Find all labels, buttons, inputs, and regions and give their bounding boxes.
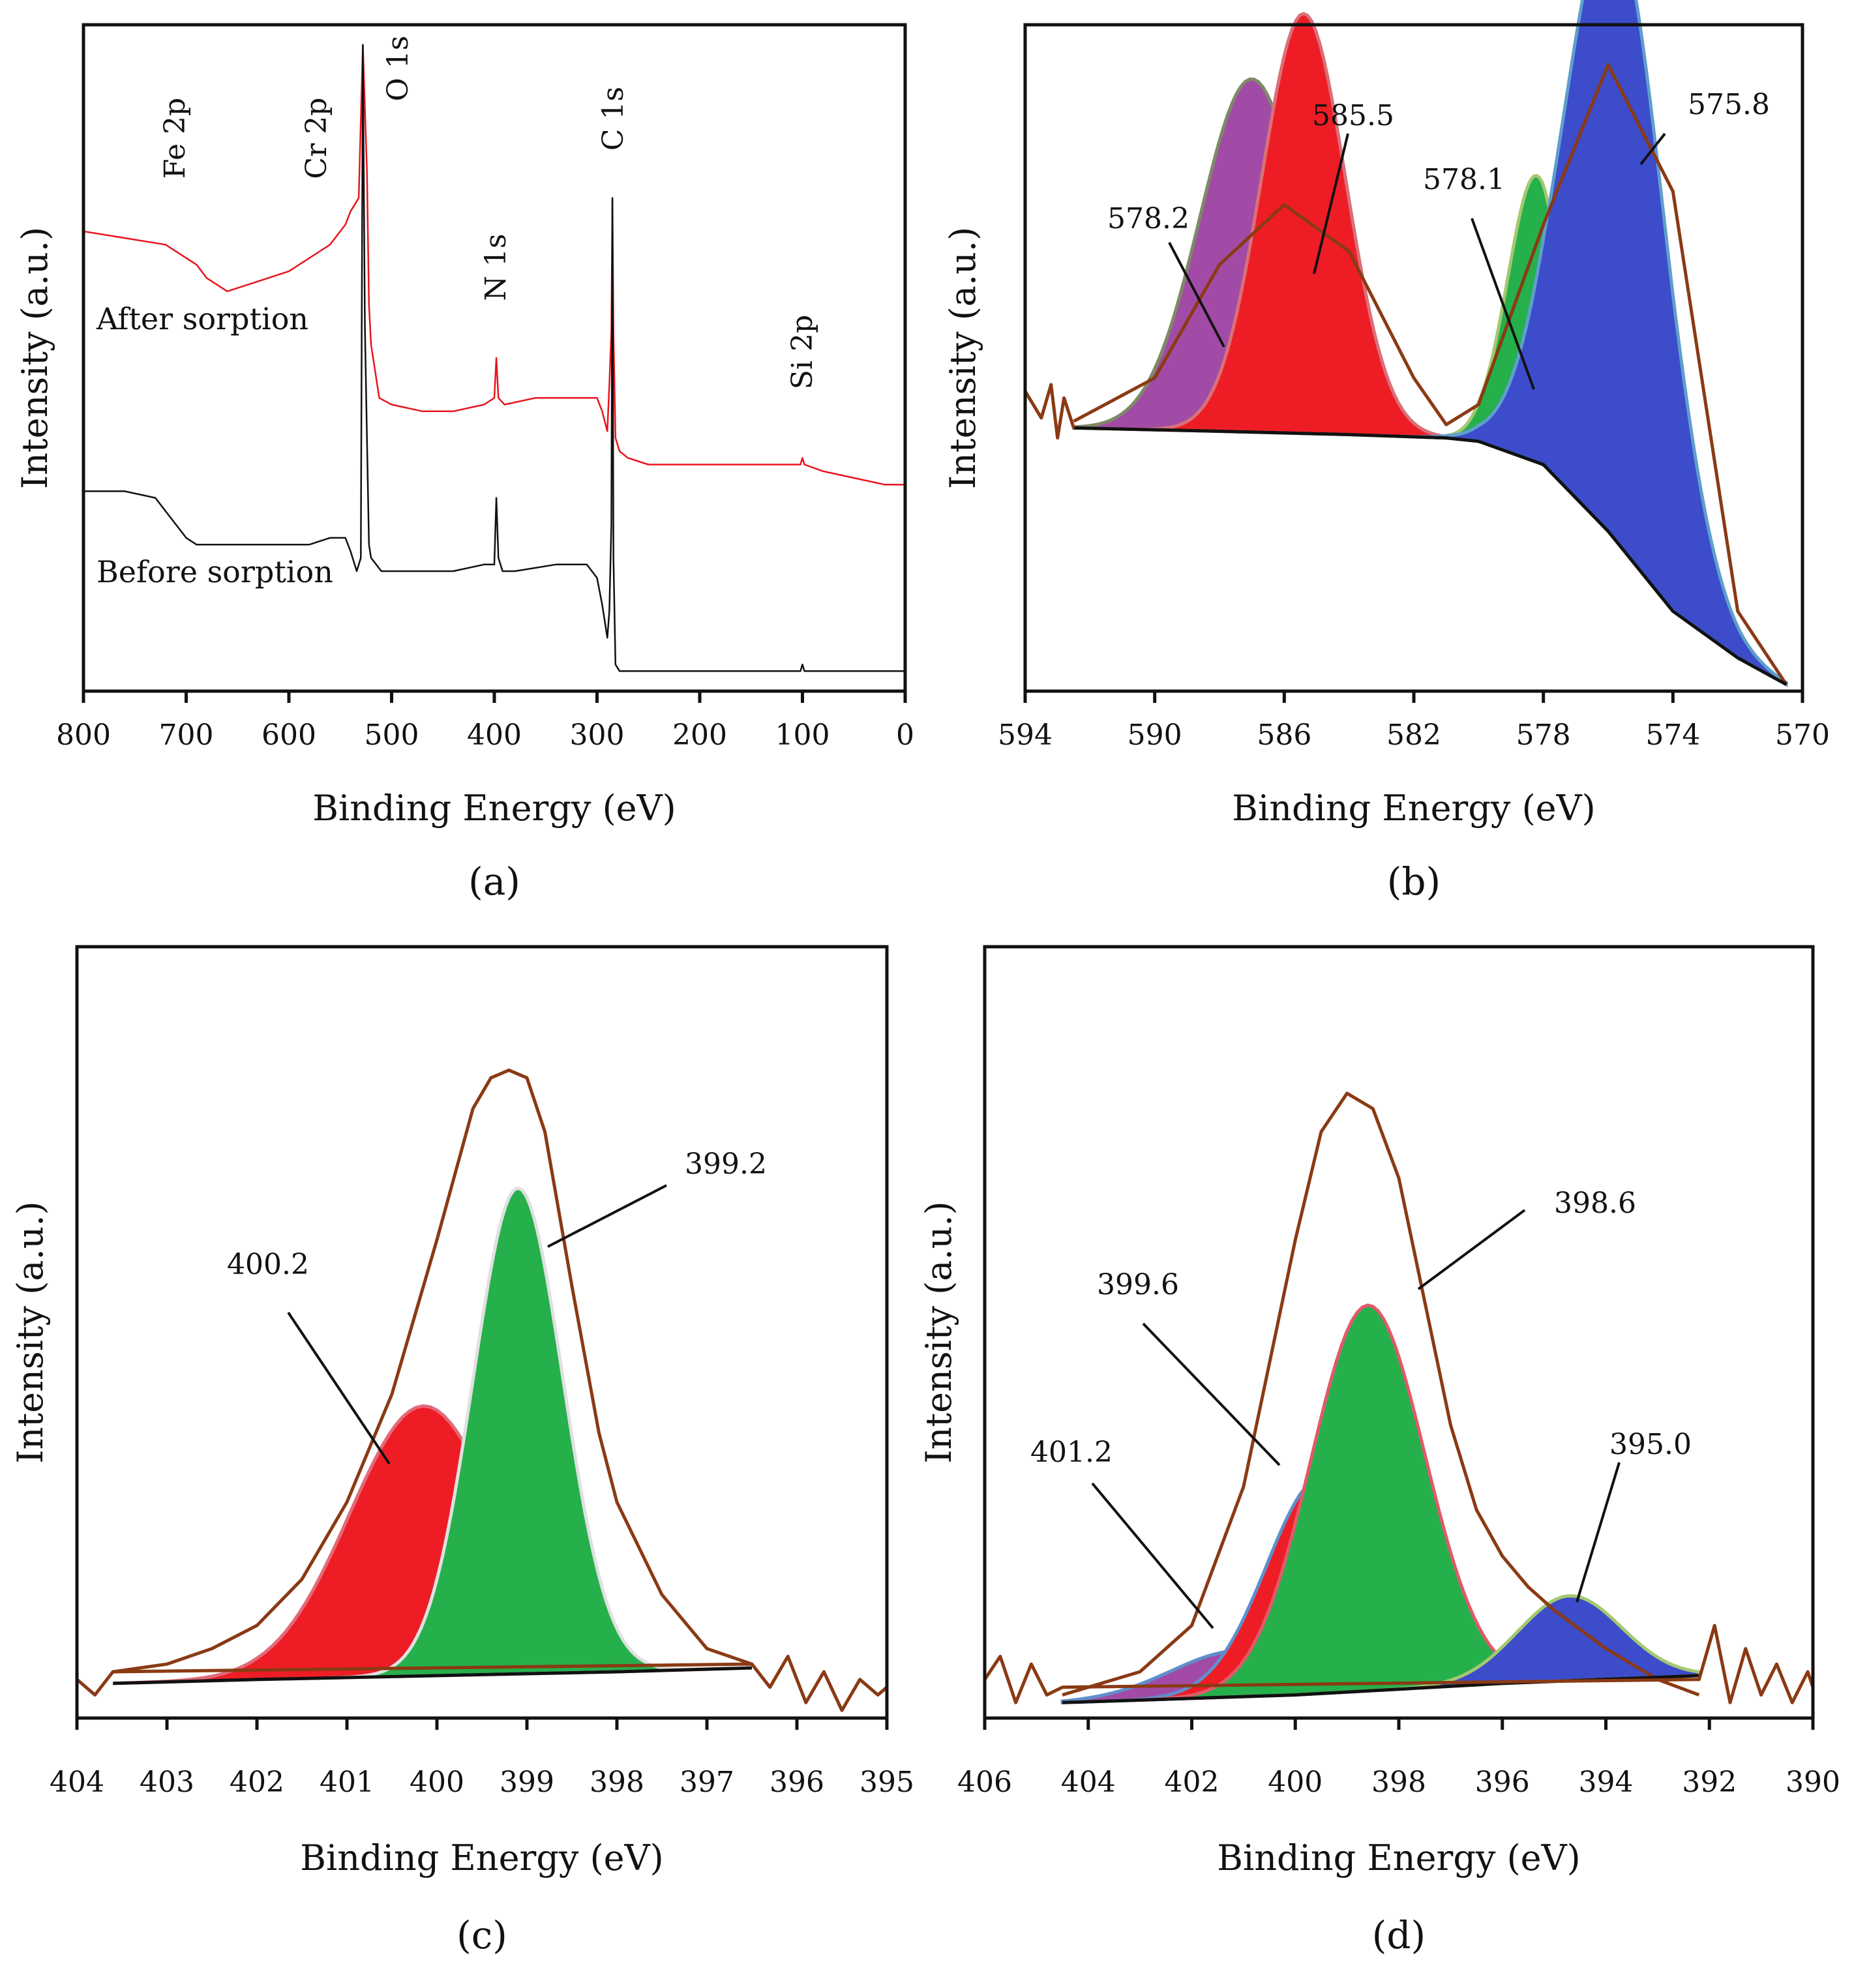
panel-tag: (a) — [468, 859, 520, 904]
x-tick-label: 402 — [230, 1766, 284, 1799]
x-tick-label: 404 — [1061, 1766, 1116, 1799]
element-peak-label: O 1s — [381, 36, 415, 102]
peak-energy-label: 585.5 — [1312, 99, 1394, 132]
x-tick-label: 392 — [1682, 1766, 1737, 1799]
x-tick-label: 400 — [1268, 1766, 1323, 1799]
series-envelope — [1062, 1091, 1700, 1697]
x-tick-label: 398 — [1371, 1766, 1426, 1799]
plot-frame — [75, 945, 889, 1720]
x-axis-label: Binding Energy (eV) — [312, 788, 676, 829]
annotation-leader-line — [1417, 1209, 1526, 1290]
annotation-leader-line — [547, 1184, 667, 1248]
annotation-leader-line — [1142, 1322, 1281, 1466]
x-tick-label: 700 — [159, 719, 214, 752]
annotation-leader-line — [1168, 242, 1225, 348]
x-tick-label: 390 — [1786, 1766, 1840, 1799]
y-axis-label: Intensity (a.u.) — [14, 227, 55, 489]
peak-energy-label: 399.2 — [685, 1148, 767, 1181]
y-axis-label: Intensity (a.u.) — [10, 1201, 51, 1463]
x-tick-label: 403 — [140, 1766, 194, 1799]
series-raw-noise — [1023, 383, 1075, 440]
series-before-sorption — [83, 44, 905, 672]
x-tick-label: 394 — [1579, 1766, 1634, 1799]
annotation-leader-line — [287, 1311, 391, 1465]
annotation-leader-line — [1091, 1482, 1214, 1629]
x-tick-label: 406 — [957, 1766, 1012, 1799]
x-tick-label: 574 — [1645, 719, 1700, 752]
annotation-leader-line — [1576, 1462, 1621, 1603]
x-tick-label: 582 — [1386, 719, 1441, 752]
series-background — [113, 1666, 753, 1685]
x-tick-label: 401 — [320, 1766, 374, 1799]
series-envelope — [1073, 63, 1788, 686]
x-tick-label: 586 — [1257, 719, 1311, 752]
x-tick-label: 200 — [672, 719, 727, 752]
series-background — [1073, 426, 1787, 686]
peak-energy-label: 400.2 — [227, 1248, 309, 1281]
element-peak-label: Si 2p — [786, 315, 819, 389]
panel-1: 800 700 600 500 400 300 200 100 0 Binding Energy … — [14, 23, 914, 904]
y-axis-label: Intensity (a.u.) — [942, 227, 983, 489]
x-tick-label: 600 — [262, 719, 316, 752]
annotation-leader-line — [1471, 218, 1535, 390]
element-peak-label: N 1s — [479, 233, 513, 301]
series-raw-noise — [76, 1654, 888, 1712]
x-tick-label: 100 — [775, 719, 830, 752]
panel-4: 406 404 402 400 398 396 394 392 390 Binding Energ… — [918, 945, 1840, 1957]
peak-energy-label: 398.6 — [1554, 1187, 1636, 1220]
annotation-leader-line — [1639, 132, 1666, 166]
element-peak-label: C 1s — [597, 87, 630, 151]
x-tick-label: 590 — [1128, 719, 1182, 752]
peak-energy-label: 401.2 — [1030, 1436, 1113, 1469]
x-tick-label: 594 — [998, 719, 1053, 752]
panel-tag: (b) — [1387, 859, 1441, 904]
panel-2: 594 590 586 582 578 574 570 Binding Energy (eV)… — [942, 0, 1830, 904]
peak-energy-label: 578.1 — [1423, 163, 1505, 196]
x-tick-label: 397 — [680, 1766, 734, 1799]
series-envelope — [112, 1068, 753, 1674]
annotation-leader-line — [1313, 133, 1349, 274]
series-tag: After sorption — [96, 301, 308, 336]
x-tick-label: 400 — [410, 1766, 464, 1799]
x-tick-label: 570 — [1775, 719, 1830, 752]
peak-energy-label: 575.8 — [1688, 88, 1770, 121]
peak-energy-label: 399.6 — [1097, 1268, 1179, 1301]
x-tick-label: 398 — [590, 1766, 644, 1799]
x-tick-label: 800 — [56, 719, 111, 752]
panel-3: 404 403 402 401 400 399 398 397 396 395 Binding En… — [10, 945, 914, 1957]
panel-tag: (d) — [1372, 1913, 1426, 1957]
y-axis-label: Intensity (a.u.) — [918, 1201, 959, 1463]
panel-tag: (c) — [456, 1913, 507, 1957]
x-axis-label: Binding Energy (eV) — [1232, 788, 1595, 829]
x-tick-label: 395 — [860, 1766, 914, 1799]
x-tick-label: 300 — [570, 719, 625, 752]
peak-energy-label: 578.2 — [1107, 202, 1189, 235]
x-tick-label: 0 — [896, 719, 914, 752]
x-tick-label: 399 — [500, 1766, 554, 1799]
series-raw-noise — [983, 1624, 1815, 1704]
element-peak-label: Fe 2p — [158, 98, 192, 179]
x-tick-label: 400 — [467, 719, 522, 752]
series-tag: Before sorption — [97, 554, 333, 589]
x-axis-label: Binding Energy (eV) — [300, 1837, 663, 1878]
x-tick-label: 396 — [770, 1766, 824, 1799]
x-axis-label: Binding Energy (eV) — [1217, 1837, 1580, 1878]
x-tick-label: 402 — [1165, 1766, 1219, 1799]
peak-energy-label: 395.0 — [1609, 1428, 1692, 1461]
series-after-sorption — [83, 44, 905, 486]
x-tick-label: 396 — [1475, 1766, 1530, 1799]
x-tick-label: 404 — [50, 1766, 104, 1799]
element-peak-label: Cr 2p — [300, 98, 333, 179]
x-tick-label: 578 — [1516, 719, 1571, 752]
x-tick-label: 500 — [365, 719, 419, 752]
